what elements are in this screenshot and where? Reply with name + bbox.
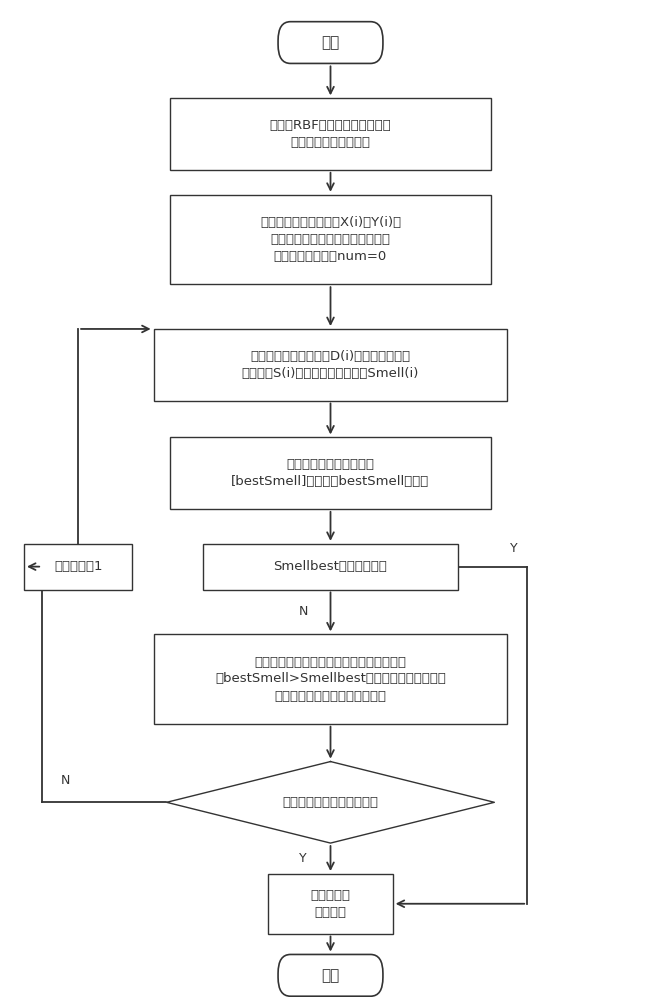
FancyBboxPatch shape (203, 544, 458, 589)
Text: Smellbest达到目标误差: Smellbest达到目标误差 (274, 560, 387, 573)
Text: 输出神经网
络最优值: 输出神经网 络最优值 (311, 889, 350, 919)
FancyBboxPatch shape (268, 874, 393, 934)
FancyBboxPatch shape (153, 329, 508, 401)
FancyBboxPatch shape (24, 544, 132, 589)
FancyBboxPatch shape (278, 954, 383, 996)
Text: 找出味道浓度最低的果蝇
[bestSmell]，并保留bestSmell和坐标: 找出味道浓度最低的果蝇 [bestSmell]，并保留bestSmell和坐标 (231, 458, 430, 488)
FancyBboxPatch shape (153, 634, 508, 724)
Text: 初始化果蝇群体的位置X(i)、Y(i)，
设定最大迭代次数，种群规模，初
始化迭代计数器为num=0: 初始化果蝇群体的位置X(i)、Y(i)， 设定最大迭代次数，种群规模，初 始化迭… (260, 216, 401, 263)
Text: Y: Y (510, 542, 518, 555)
FancyBboxPatch shape (278, 22, 383, 63)
Text: 判断味道浓度是否优于前一代味道浓度，如
果bestSmell>Smellbest，则保留最佳浓度值与
坐标，果蝇群体向最佳位置飞去: 判断味道浓度是否优于前一代味道浓度，如 果bestSmell>Smellbest… (215, 656, 446, 702)
Text: 初始化RBF网络，设定网络的输
入向量和目标输出向量: 初始化RBF网络，设定网络的输 入向量和目标输出向量 (270, 119, 391, 149)
FancyBboxPatch shape (170, 98, 491, 170)
Text: N: N (298, 605, 307, 618)
Text: Y: Y (299, 852, 307, 865)
FancyBboxPatch shape (170, 437, 491, 509)
Text: N: N (60, 774, 69, 787)
Text: 结束: 结束 (321, 968, 340, 983)
Text: 迭代次数加1: 迭代次数加1 (54, 560, 102, 573)
Polygon shape (167, 762, 494, 843)
Text: 迭代次数大于最大迭代次数: 迭代次数大于最大迭代次数 (282, 796, 379, 809)
Text: 开始: 开始 (321, 35, 340, 50)
FancyBboxPatch shape (170, 195, 491, 284)
Text: 估计食物与原点的距离D(i)，并计算味道浓
度判定值S(i)，带入味道浓度函数Smell(i): 估计食物与原点的距离D(i)，并计算味道浓 度判定值S(i)，带入味道浓度函数S… (242, 350, 419, 380)
